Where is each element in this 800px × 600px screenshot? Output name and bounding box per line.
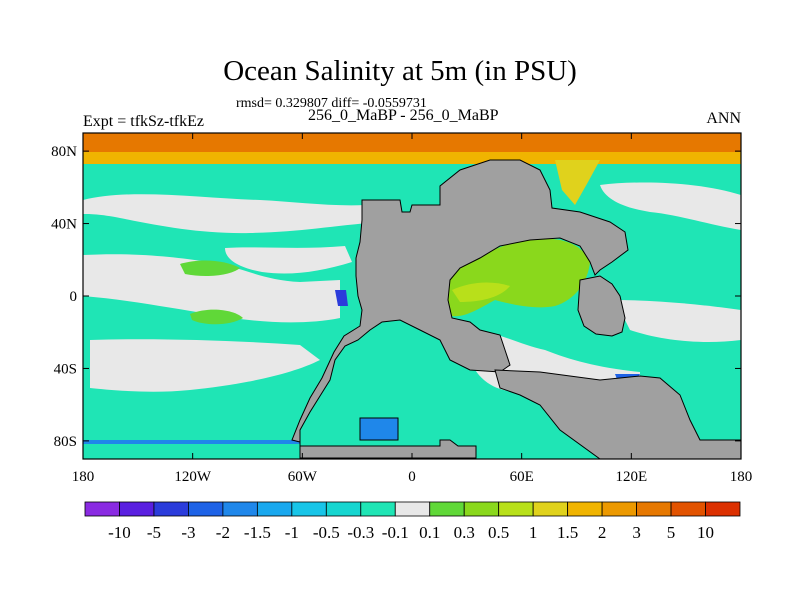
y-tick-label: 0 (70, 289, 78, 305)
colorbar-label: 1 (529, 523, 538, 542)
x-tick-label: 120E (615, 469, 647, 485)
land-southern-continent (494, 369, 741, 459)
y-tick-label: 40S (54, 361, 77, 377)
colorbar-label: 2 (598, 523, 607, 542)
land-western-continent (291, 159, 629, 459)
colorbar-swatch (705, 501, 741, 517)
y-tick-label: 80S (54, 434, 77, 450)
positive-anomaly-central-north (180, 260, 240, 276)
colorbar-label: -1 (285, 523, 299, 542)
neutral-zone-north-atlantic (600, 182, 741, 230)
colorbar-swatch (532, 501, 569, 517)
neutral-zone-north-pacific (83, 194, 380, 234)
colorbar-swatch (119, 501, 155, 517)
colorbar-swatch (153, 501, 189, 517)
neutral-zone-south-indian (615, 300, 741, 342)
period-label: ANN (706, 110, 741, 127)
colorbar-label: -0.3 (347, 523, 374, 542)
neutral-zone-tropical-pacific (83, 254, 340, 323)
arctic-tongue (555, 160, 600, 205)
neutral-zone-south-pacific (90, 339, 320, 392)
colorbar-swatch (325, 501, 362, 517)
colorbar-label: 3 (632, 523, 641, 542)
colorbar-label: 0.3 (454, 523, 475, 542)
colorbar-label: -2 (216, 523, 230, 542)
colorbar-swatch (360, 501, 396, 517)
colorbar-swatch (636, 501, 672, 517)
colorbar: -10 -5 -3 -2 -1.5 -1 -0.5 -0.3 -0.1 0.1 0.3 0.5 1 1.5… (84, 501, 741, 542)
colorbar-label: -5 (147, 523, 161, 542)
positive-anomaly-core (452, 282, 510, 302)
rmsd-diff-stats: rmsd= 0.329807 diff= -0.0559731 (236, 96, 427, 111)
y-tick-label: 40N (51, 217, 77, 233)
x-tick-label: 60E (510, 469, 534, 485)
map-title: Ocean Salinity at 5m (in PSU) (223, 55, 577, 87)
colorbar-label: -0.5 (313, 523, 340, 542)
colorbar-label: 10 (697, 523, 714, 542)
colorbar-label: -1.5 (244, 523, 271, 542)
negative-anomaly-west-coast (335, 290, 348, 306)
colorbar-label: 0.1 (419, 523, 440, 542)
colorbar-swatch (498, 501, 534, 517)
colorbar-swatch (394, 501, 431, 517)
colorbar-swatch (567, 501, 603, 517)
x-tick-label: 180 (72, 469, 95, 485)
neutral-zone-east-pacific (225, 246, 352, 274)
land-eastern-continent (577, 275, 626, 337)
axis-ticks: 180 120W 60W 0 60E 120E 180 80N 40N 0 40S 80S (51, 133, 752, 485)
x-tick-label: 60W (288, 469, 318, 485)
colorbar-swatch (84, 501, 120, 517)
colorbar-label: 1.5 (557, 523, 578, 542)
colorbar-label: 5 (667, 523, 676, 542)
y-tick-label: 80N (51, 144, 77, 160)
land-south-polar-island (359, 417, 399, 441)
colorbar-swatch (670, 501, 706, 517)
colorbar-label: -3 (181, 523, 195, 542)
x-tick-label: 120W (174, 469, 212, 485)
x-tick-label: 180 (730, 469, 753, 485)
colorbar-label: 0.5 (488, 523, 509, 542)
colorbar-label: -0.1 (382, 523, 409, 542)
colorbar-swatch (256, 501, 293, 517)
x-tick-label: 0 (408, 469, 416, 485)
arctic-salinity-band-edge (83, 152, 741, 164)
map-field (83, 133, 741, 459)
colorbar-swatch (291, 501, 327, 517)
positive-anomaly-central-south (190, 309, 243, 325)
case-comparison-label: 256_0_MaBP - 256_0_MaBP (308, 107, 499, 124)
colorbar-swatch (222, 501, 258, 517)
colorbar-label: -10 (108, 523, 131, 542)
experiment-label: Expt = tfkSz-tfkEz (83, 113, 204, 130)
colorbar-swatch (188, 501, 224, 517)
colorbar-swatch (429, 501, 465, 517)
negative-anomaly-deep-south (83, 440, 300, 444)
colorbar-swatch (463, 501, 500, 517)
colorbar-swatch (601, 501, 637, 517)
